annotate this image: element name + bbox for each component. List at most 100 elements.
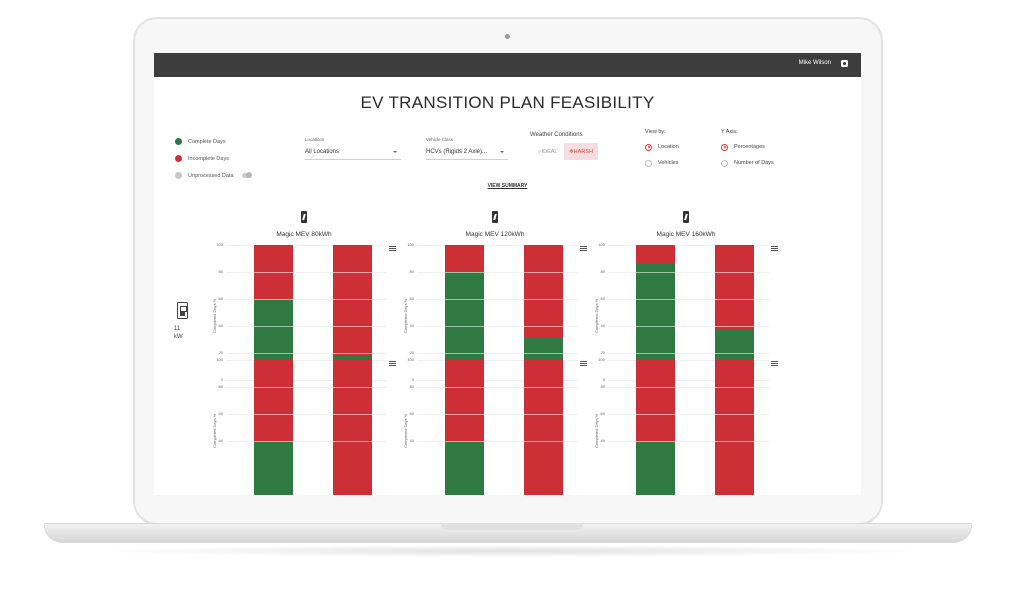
locations-value: All Locations [305,149,340,155]
gridline [608,360,769,361]
gridline [417,441,578,442]
y-tick-label: 60 [218,411,223,416]
view-by-location-label: Location [658,144,679,150]
bar[interactable] [524,245,563,380]
y-tick-label: 40 [600,438,605,443]
y-tick-label: 80 [218,384,223,389]
bar-gridline [524,414,563,415]
locations-select[interactable]: All Locations [305,145,401,160]
bar[interactable] [254,360,293,495]
view-by-label: View by: [645,129,666,135]
radio-selected-icon[interactable] [645,143,652,151]
y-axis-group: Y Axis: Percentages Number of Days [721,129,774,171]
radio-unselected-icon[interactable] [721,159,728,167]
ideal-button[interactable]: ☼ IDEAL [530,143,564,160]
bar[interactable] [636,360,675,495]
chart-title: Magic MEV 160kWh [656,231,716,238]
gridline [417,326,578,327]
gridline [417,360,578,361]
chart-menu-icon[interactable] [580,246,587,251]
harsh-button[interactable]: ❄ HARSH [564,143,598,160]
gridline [226,245,387,246]
y-axis-days[interactable]: Number of Days [721,155,774,171]
page-title: EV TRANSITION PLAN FEASIBILITY [360,93,655,112]
chart-menu-icon[interactable] [771,361,778,366]
bar-gridline [636,272,675,273]
bar-gridline [715,326,754,327]
bar-gridline [715,414,754,415]
chart-menu-icon[interactable] [389,361,396,366]
user-name[interactable]: Mike Wilson [798,60,831,66]
bar-gridline [636,353,675,354]
gridline [226,380,387,381]
vehicle-class-select[interactable]: HCVs (Rigids 2 Axle)... [426,145,508,160]
vehicle-class-dropdown[interactable]: Vehicle Class HCVs (Rigids 2 Axle)... [426,137,508,161]
legend-complete: Complete Days [175,133,251,150]
gridline [226,414,387,415]
y-tick-label: 60 [409,411,414,416]
y-tick-label: 40 [409,438,414,443]
y-tick-label: 40 [218,438,223,443]
bar[interactable] [715,360,754,495]
user-account-icon[interactable] [841,60,848,67]
charger-icon [177,302,188,319]
bar[interactable] [333,360,372,495]
radio-unselected-icon[interactable] [645,159,652,167]
sun-icon: ☼ [536,148,542,155]
bar-gridline [715,387,754,388]
view-by-vehicles[interactable]: Vehicles [645,155,679,171]
gridline [226,272,387,273]
chart-menu-icon[interactable] [389,246,396,251]
bar-gridline [445,387,484,388]
view-by-location[interactable]: Location [645,139,679,155]
gridline [608,380,769,381]
chart-menu-icon[interactable] [771,246,778,251]
view-by-vehicles-label: Vehicles [658,160,679,166]
bar-gridline [333,441,372,442]
incomplete-segment [715,360,754,495]
radio-selected-icon[interactable] [721,143,728,151]
y-tick-label: 80 [218,269,223,274]
y-axis-label: Y Axis: [721,129,738,135]
locations-dropdown[interactable]: Locations All Locations [305,137,401,161]
gridline [608,245,769,246]
chart-header: Magic MEV 80kWh [204,210,404,238]
bar-gridline [715,353,754,354]
view-by-group: View by: Location Vehicles [645,129,679,171]
gridline [417,353,578,354]
camera [505,34,510,39]
weather-conditions: Weather Conditions ☼ IDEAL ❄ HARSH [530,132,598,160]
bar-gridline [445,326,484,327]
y-tick-label: 100 [216,357,223,362]
y-tick-label: 60 [600,296,605,301]
chart-header: Magic MEV 120kWh [395,210,595,238]
gridline [608,387,769,388]
complete-segment [445,441,484,495]
legend-unprocessed-label: Unprocessed Data [188,172,234,179]
charger-power: 11 kW [174,325,183,341]
bar-gridline [636,414,675,415]
y-tick-label: 100 [216,242,223,247]
y-tick-label: 80 [600,269,605,274]
bar-gridline [715,441,754,442]
snowflake-icon: ❄ [569,148,574,155]
bar[interactable] [524,360,563,495]
y-tick-label: 100 [407,357,414,362]
bar-gridline [715,299,754,300]
unprocessed-toggle[interactable] [241,172,252,178]
bar-gridline [333,326,372,327]
bar-gridline [636,441,675,442]
chart-panel: Completed Days % 40 60 80 100 [586,357,786,495]
gridline [226,387,387,388]
bar-gridline [254,326,293,327]
bar[interactable] [445,360,484,495]
y-tick-label: 60 [218,296,223,301]
view-summary-link[interactable]: VIEW SUMMARY [487,183,528,189]
gridline [417,387,578,388]
top-bar: Mike Wilson [154,53,861,77]
y-axis-percentages[interactable]: Percentages [721,139,774,155]
incomplete-segment [333,360,372,495]
gridline [608,414,769,415]
gridline [608,299,769,300]
chart-menu-icon[interactable] [580,361,587,366]
